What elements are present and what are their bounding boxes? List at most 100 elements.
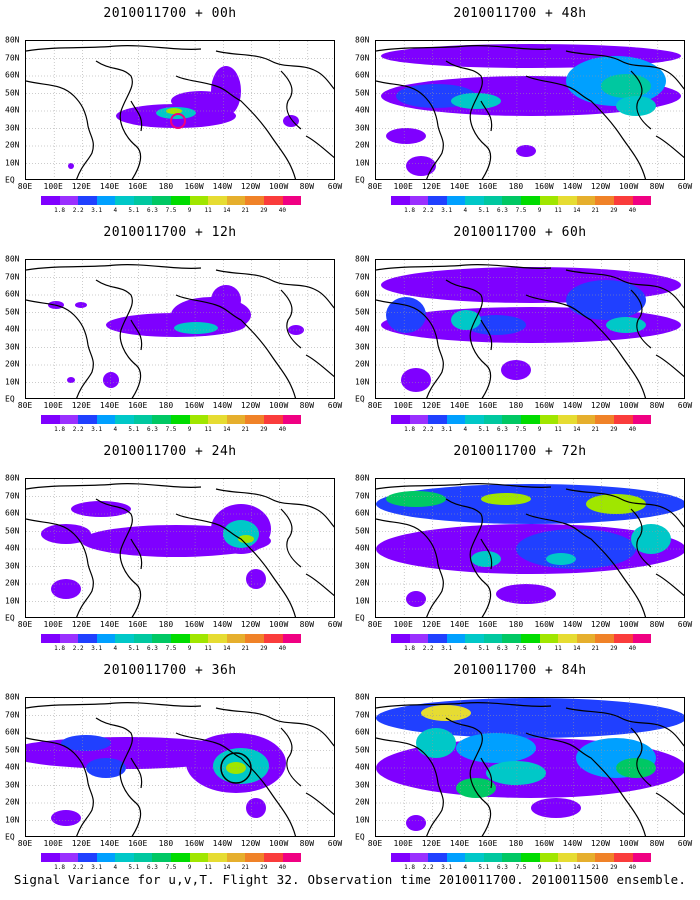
variance-contour-fill (67, 377, 75, 383)
latitude-tick-label: 40N (5, 762, 20, 772)
longitude-axis: 80E 100E 120E 140E 160E 180 160W 140W 120W 100W 80… (368, 401, 692, 411)
colorbar-tick-label: 6.3 (497, 207, 508, 214)
latitude-tick-label: 40N (355, 105, 370, 115)
longitude-tick-label: 140W (562, 620, 582, 629)
colorbar-tick-label: 40 (628, 864, 637, 871)
longitude-tick-label: 120E (421, 401, 441, 410)
colorbar-tick-label: 1.8 (404, 426, 415, 433)
colorbar-labels: 1.8 2.2 3.1 4 5.1 6.3 7.5 9 11 14 21 29 40 (391, 864, 651, 872)
latitude-tick-label: 70N (5, 53, 20, 62)
colorbar-swatch (632, 196, 652, 205)
longitude-tick-label: 160E (478, 620, 498, 629)
longitude-tick-label: 80W (299, 401, 315, 410)
colorbar-swatch (446, 634, 466, 643)
latitude-tick-label: 10N (5, 377, 20, 386)
latitude-axis: EQ 10N 20N 30N 40N 50N 60N 70N 80N (5, 474, 25, 623)
colorbar-swatch (576, 196, 596, 205)
variance-contour-fill (376, 698, 684, 738)
colorbar-swatch (96, 415, 116, 424)
latitude-tick-label: 70N (355, 272, 370, 281)
latitude-axis: EQ 10N 20N 30N 40N 50N 60N 70N 80N (355, 36, 375, 185)
colorbar-tick-label: 6.3 (147, 426, 158, 433)
longitude-tick-label: 60W (327, 620, 343, 629)
colorbar-swatch (189, 634, 209, 643)
latitude-tick-label: 40N (5, 543, 20, 553)
map-plot-area (25, 478, 335, 618)
longitude-axis: 80E 100E 120E 140E 160E 180 160W 140W 120W 100W 80… (18, 839, 342, 849)
colorbar-tick-label: 29 (610, 645, 618, 652)
map-plot-area (375, 40, 685, 180)
colorbar-swatch (613, 196, 633, 205)
latitude-tick-label: 40N (355, 324, 370, 334)
colorbar-tick-label: 11 (554, 426, 562, 433)
latitude-axis: EQ 10N 20N 30N 40N 50N 60N 70N 80N (5, 693, 25, 842)
colorbar-tick-label: 9 (537, 207, 542, 214)
latitude-axis: EQ 10N 20N 30N 40N 50N 60N 70N 80N (5, 36, 25, 185)
colorbar-tick-label: 3.1 (441, 645, 453, 652)
variance-map (376, 698, 684, 836)
longitude-tick-label: 80W (299, 182, 315, 191)
colorbar-tick-label: 29 (260, 426, 268, 433)
colorbar-tick-label: 4 (113, 645, 118, 652)
longitude-tick-label: 100W (618, 620, 639, 629)
colorbar-labels: 1.8 2.2 3.1 4 5.1 6.3 7.5 9 11 14 21 29 40 (41, 207, 301, 215)
variance-contour-fill (386, 128, 426, 144)
colorbar-tick-label: 1.8 (404, 864, 415, 871)
longitude-tick-label: 80E (367, 182, 383, 191)
variance-contour-fill (416, 728, 456, 758)
colorbar-swatch (96, 634, 116, 643)
longitude-tick-label: 120W (590, 182, 611, 191)
latitude-tick-label: 70N (355, 53, 370, 62)
colorbar-tick-label: 40 (628, 426, 637, 433)
colorbar-swatch (59, 196, 79, 205)
latitude-tick-label: 10N (5, 158, 20, 167)
longitude-tick-label: 60W (327, 182, 343, 191)
colorbar-swatch (41, 853, 60, 862)
coastline (376, 483, 684, 617)
variance-map (376, 260, 684, 398)
longitude-tick-label: 120W (590, 401, 611, 410)
latitude-tick-label: 80N (355, 35, 370, 45)
latitude-tick-label: 30N (5, 780, 20, 789)
variance-contour-fill (481, 493, 531, 505)
longitude-tick-label: 140E (99, 401, 120, 410)
longitude-tick-label: 160E (128, 401, 148, 410)
colorbar-tick-label: 29 (610, 426, 618, 433)
colorbar-swatch (483, 853, 503, 862)
variance-contour-fill (451, 93, 501, 109)
latitude-tick-label: 80N (355, 473, 370, 483)
colorbar-tick-label: 3.1 (91, 207, 103, 214)
colorbar-tick-label: 21 (591, 864, 599, 871)
colorbar-swatch (59, 415, 79, 424)
longitude-tick-label: 60W (677, 401, 693, 410)
latitude-tick-label: 20N (355, 578, 370, 588)
latitude-tick-label: 40N (355, 762, 370, 772)
colorbar-labels: 1.8 2.2 3.1 4 5.1 6.3 7.5 9 11 14 21 29 40 (41, 426, 301, 434)
longitude-tick-label: 100W (618, 182, 639, 191)
latitude-tick-label: 70N (5, 710, 20, 719)
colorbar-tick-label: 5.1 (128, 426, 140, 433)
panel-title: 2010011700 + 60h (453, 225, 587, 240)
colorbar-swatch (226, 415, 246, 424)
longitude-axis: 80E 100E 120E 140E 160E 180 160W 140W 120W 100W 80… (18, 401, 342, 411)
colorbar-swatch (78, 196, 97, 205)
colorbar-swatch (171, 853, 190, 862)
colorbar-labels: 1.8 2.2 3.1 4 5.1 6.3 7.5 9 11 14 21 29 40 (391, 426, 651, 434)
colorbar-swatch (115, 415, 134, 424)
figure-caption: Signal Variance for u,v,T. Flight 32. Ob… (13, 872, 687, 887)
colorbar-tick-label: 40 (278, 864, 287, 871)
latitude-tick-label: 50N (355, 307, 370, 316)
latitude-tick-label: 10N (355, 596, 370, 605)
colorbar-tick-label: 9 (187, 426, 192, 433)
colorbar-swatch (409, 634, 429, 643)
longitude-tick-label: 80E (17, 401, 33, 410)
colorbar-swatch (226, 853, 246, 862)
longitude-tick-label: 80E (17, 839, 33, 848)
coastline (376, 45, 684, 179)
colorbar-swatch (576, 853, 596, 862)
colorbar-swatch (446, 415, 466, 424)
longitude-tick-label: 140E (449, 182, 470, 191)
latitude-tick-label: 80N (5, 473, 20, 483)
colorbar-tick-label: 6.3 (497, 645, 508, 652)
longitude-tick-label: 160W (534, 182, 554, 191)
